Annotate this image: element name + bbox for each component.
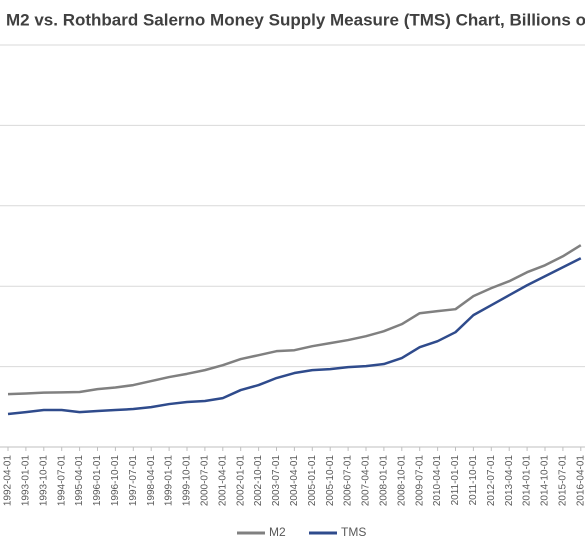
x-tick-label: 2005-01-01 — [307, 455, 318, 507]
x-tick-label: 2012-07-01 — [486, 455, 497, 507]
x-tick-label: 1999-10-01 — [182, 455, 193, 507]
x-tick-label: 1993-10-01 — [38, 455, 49, 507]
x-tick-label: 2004-04-01 — [289, 455, 300, 507]
x-tick-label: 1993-01-01 — [21, 455, 32, 507]
x-tick-label: 1998-04-01 — [146, 455, 157, 507]
x-tick-label: 1992-04-01 — [3, 455, 14, 507]
x-tick-label: 2014-10-01 — [540, 455, 551, 507]
x-tick-label: 2003-07-01 — [271, 455, 282, 507]
x-tick-label: 1999-01-01 — [164, 455, 175, 507]
x-tick-label: 1994-07-01 — [56, 455, 67, 507]
x-tick-label: 1997-07-01 — [128, 455, 139, 507]
x-tick-label: 2002-10-01 — [253, 455, 264, 507]
x-tick-label: 2002-01-01 — [235, 455, 246, 507]
x-tick-label: 2007-04-01 — [361, 455, 372, 507]
x-tick-label: 2001-04-01 — [217, 455, 228, 507]
x-tick-label: 2015-07-01 — [558, 455, 569, 507]
x-tick-label: 1996-01-01 — [92, 455, 103, 507]
x-tick-label: 1995-04-01 — [74, 455, 85, 507]
chart-title: M2 vs. Rothbard Salerno Money Supply Mea… — [6, 10, 585, 29]
legend-label: M2 — [269, 525, 286, 539]
x-tick-label: 2008-01-01 — [379, 455, 390, 507]
x-tick-label: 2010-04-01 — [432, 455, 443, 507]
series-line — [7, 257, 582, 416]
x-tick-label: 1996-10-01 — [110, 455, 121, 507]
x-tick-label: 2016-04-01 — [575, 455, 585, 507]
legend-label: TMS — [341, 525, 366, 539]
x-tick-label: 2011-10-01 — [468, 455, 479, 506]
x-tick-label: 2009-07-01 — [414, 455, 425, 507]
x-tick-label: 2011-01-01 — [450, 455, 461, 506]
x-tick-label: 2008-10-01 — [396, 455, 407, 507]
x-tick-label: 2000-07-01 — [200, 455, 211, 507]
x-tick-label: 2005-10-01 — [325, 455, 336, 507]
x-tick-label: 2013-04-01 — [504, 455, 515, 507]
series-line — [7, 244, 582, 396]
x-tick-label: 2006-07-01 — [343, 455, 354, 507]
x-tick-label: 2014-01-01 — [522, 455, 533, 507]
